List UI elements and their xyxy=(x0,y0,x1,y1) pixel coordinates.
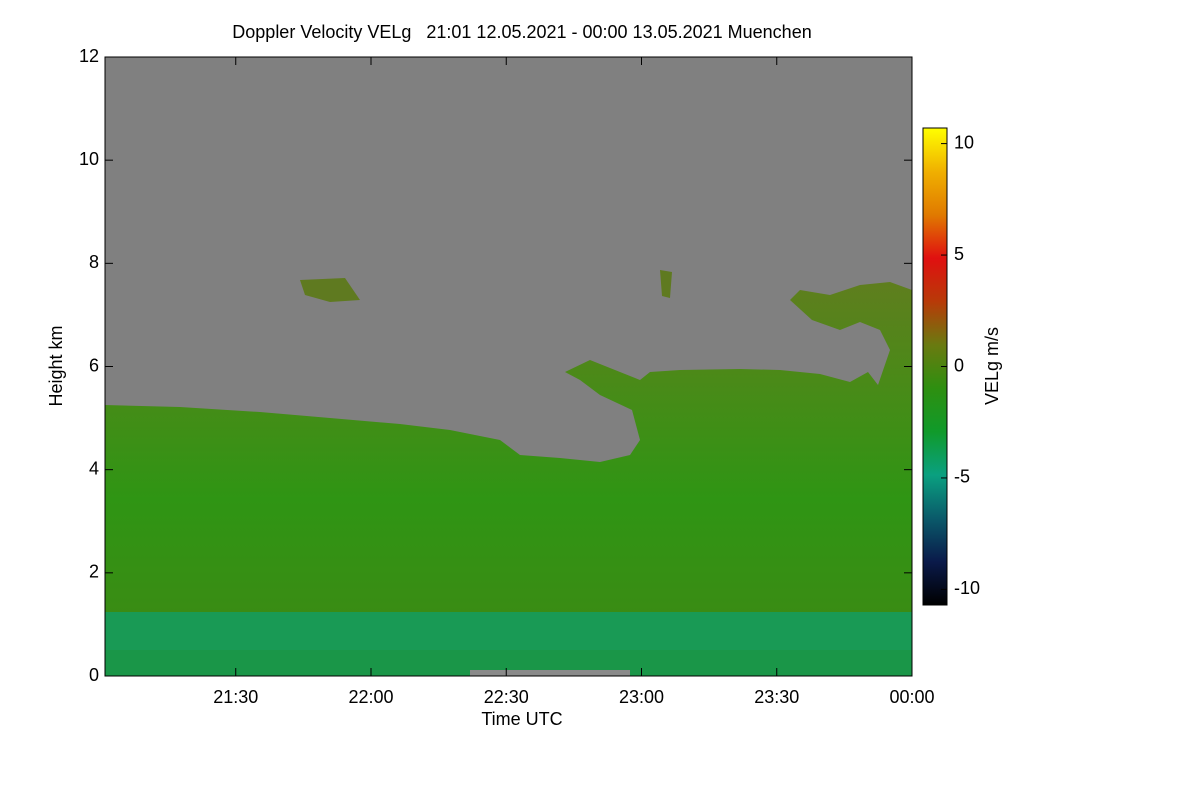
colorbar-tick-label: -10 xyxy=(954,578,980,598)
colorbar-label: VELg m/s xyxy=(982,327,1002,405)
y-tick-label: 6 xyxy=(89,355,99,375)
y-tick-label: 0 xyxy=(89,665,99,685)
x-tick-label: 21:30 xyxy=(213,687,258,707)
cloud-patch xyxy=(300,278,360,302)
y-axis-label: Height km xyxy=(46,325,66,406)
x-tick-label: 00:00 xyxy=(889,687,934,707)
y-tick-label: 4 xyxy=(89,458,99,478)
colorbar-tick-label: -5 xyxy=(954,467,970,487)
y-tick-label: 2 xyxy=(89,562,99,582)
colorbar-tick-label: 0 xyxy=(954,355,964,375)
colorbar-tick-label: 10 xyxy=(954,132,974,152)
y-tick-label: 8 xyxy=(89,252,99,272)
x-tick-label: 22:00 xyxy=(348,687,393,707)
x-tick-label: 23:30 xyxy=(754,687,799,707)
heatmap-field xyxy=(105,57,912,676)
surface-gap xyxy=(470,670,630,676)
x-tick-label: 23:00 xyxy=(619,687,664,707)
cloud-patch xyxy=(660,270,672,298)
x-tick-label: 22:30 xyxy=(484,687,529,707)
x-axis-label: Time UTC xyxy=(481,709,562,729)
colorbar-tick-label: 5 xyxy=(954,244,964,264)
y-tick-label: 10 xyxy=(79,149,99,169)
y-tick-label: 12 xyxy=(79,46,99,66)
cloud-region xyxy=(105,282,912,676)
chart-title: Doppler Velocity VELg 21:01 12.05.2021 -… xyxy=(232,22,811,42)
